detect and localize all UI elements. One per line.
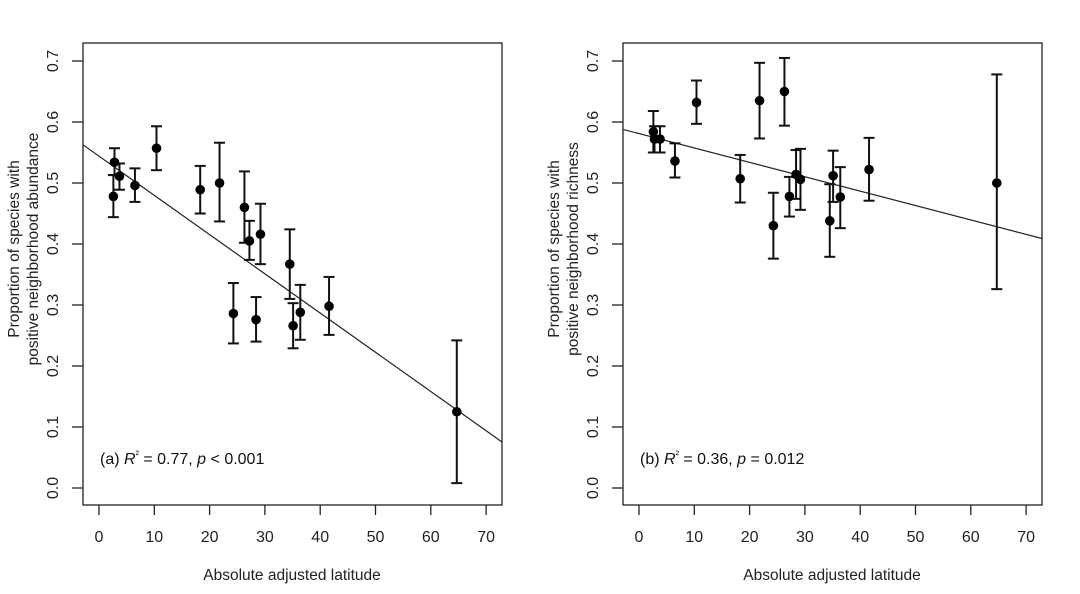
data-point: [108, 191, 119, 202]
y-tick-label: 0.5: [45, 172, 62, 194]
plot-frame: [82, 42, 503, 506]
x-axis-label: Absolute adjusted latitude: [743, 567, 921, 584]
annotation-prefix: (b): [640, 451, 664, 468]
data-point: [239, 202, 250, 213]
y-tick-label: 0.5: [585, 172, 602, 194]
y-tick-label: 0.1: [45, 416, 62, 438]
y-tick-label: 0.0: [585, 477, 602, 499]
data-point: [284, 259, 295, 269]
annotation-prefix: (a): [100, 451, 124, 468]
y-axis-label-line-2: positive neighborhood richness: [565, 142, 582, 356]
x-tick-label: 0: [95, 529, 104, 546]
data-point: [295, 307, 306, 318]
x-tick-label: 50: [907, 529, 925, 546]
annotation-suffix: = 0.012: [746, 451, 804, 468]
data-point: [795, 174, 806, 185]
y-tick-label: 0.1: [585, 416, 602, 438]
data-point: [114, 171, 125, 182]
y-tick-label: 0.4: [45, 233, 62, 255]
y-tick-label: 0.4: [585, 233, 602, 255]
data-point: [451, 406, 462, 417]
panel-a: Proportion of species with positive neig…: [6, 42, 503, 584]
y-tick-label: 0.2: [585, 355, 602, 377]
x-tick-label: 20: [201, 529, 219, 546]
data-point: [768, 220, 779, 231]
data-point: [670, 156, 680, 166]
data-point: [214, 178, 225, 188]
x-tick-label: 20: [741, 529, 759, 546]
data-point: [324, 301, 334, 312]
annotation: (a) R² = 0.77, p < 0.001: [100, 450, 264, 468]
data-point: [824, 216, 835, 226]
annotation-sup: ²: [676, 450, 680, 461]
data-point: [130, 180, 140, 191]
y-axis-label-line-1: Proportion of species with: [546, 160, 563, 337]
data-point: [835, 192, 846, 202]
y-tick-label: 0.7: [585, 50, 602, 72]
annotation-r: R: [124, 451, 136, 468]
y-tick-label: 0.7: [45, 50, 62, 72]
data-point: [288, 320, 298, 331]
x-tick-label: 30: [256, 529, 274, 546]
x-tick-label: 10: [685, 529, 703, 546]
y-axis-label-line-2: positive neighborhood abundance: [25, 133, 42, 366]
y-tick-label: 0.6: [585, 111, 602, 133]
y-tick-label: 0.3: [45, 294, 62, 316]
data-point: [195, 184, 205, 195]
data-point: [784, 191, 795, 202]
y-tick-label: 0.3: [585, 294, 602, 316]
x-tick-label: 60: [962, 529, 980, 546]
annotation: (b) R² = 0.36, p = 0.012: [640, 450, 804, 468]
data-point: [864, 164, 874, 175]
x-tick-label: 10: [145, 529, 163, 546]
data-point: [754, 95, 765, 106]
data-point: [691, 97, 702, 108]
x-tick-label: 70: [1017, 529, 1035, 546]
y-axis-label-line-1: Proportion of species with: [6, 160, 23, 337]
data-point: [779, 86, 790, 97]
annotation-sup: ²: [136, 450, 140, 461]
plot-frame: [622, 42, 1043, 506]
data-point: [828, 170, 838, 181]
x-tick-label: 40: [851, 529, 869, 546]
regression-line: [83, 144, 502, 443]
x-tick-label: 60: [422, 529, 440, 546]
data-point: [228, 308, 239, 319]
data-point: [255, 229, 266, 240]
data-point: [648, 126, 659, 137]
data-point: [991, 178, 1002, 188]
data-point: [151, 143, 162, 154]
x-tick-label: 40: [311, 529, 329, 546]
x-tick-label: 0: [635, 529, 644, 546]
x-tick-label: 50: [367, 529, 385, 546]
y-tick-label: 0.6: [45, 111, 62, 133]
x-tick-label: 30: [796, 529, 814, 546]
annotation-mid: = 0.36,: [679, 451, 737, 468]
annotation-mid: = 0.77,: [139, 451, 197, 468]
x-tick-label: 70: [477, 529, 495, 546]
data-point: [251, 314, 261, 325]
data-point: [109, 157, 120, 168]
data-point: [655, 134, 665, 144]
y-tick-label: 0.2: [45, 355, 62, 377]
annotation-suffix: < 0.001: [206, 451, 264, 468]
annotation-p: p: [196, 451, 206, 468]
data-point: [735, 173, 745, 184]
annotation-r: R: [664, 451, 676, 468]
x-axis-label: Absolute adjusted latitude: [203, 567, 381, 584]
y-tick-label: 0.0: [45, 477, 62, 499]
data-point: [244, 236, 255, 246]
annotation-p: p: [736, 451, 746, 468]
panel-b: Proportion of species with positive neig…: [546, 42, 1043, 584]
